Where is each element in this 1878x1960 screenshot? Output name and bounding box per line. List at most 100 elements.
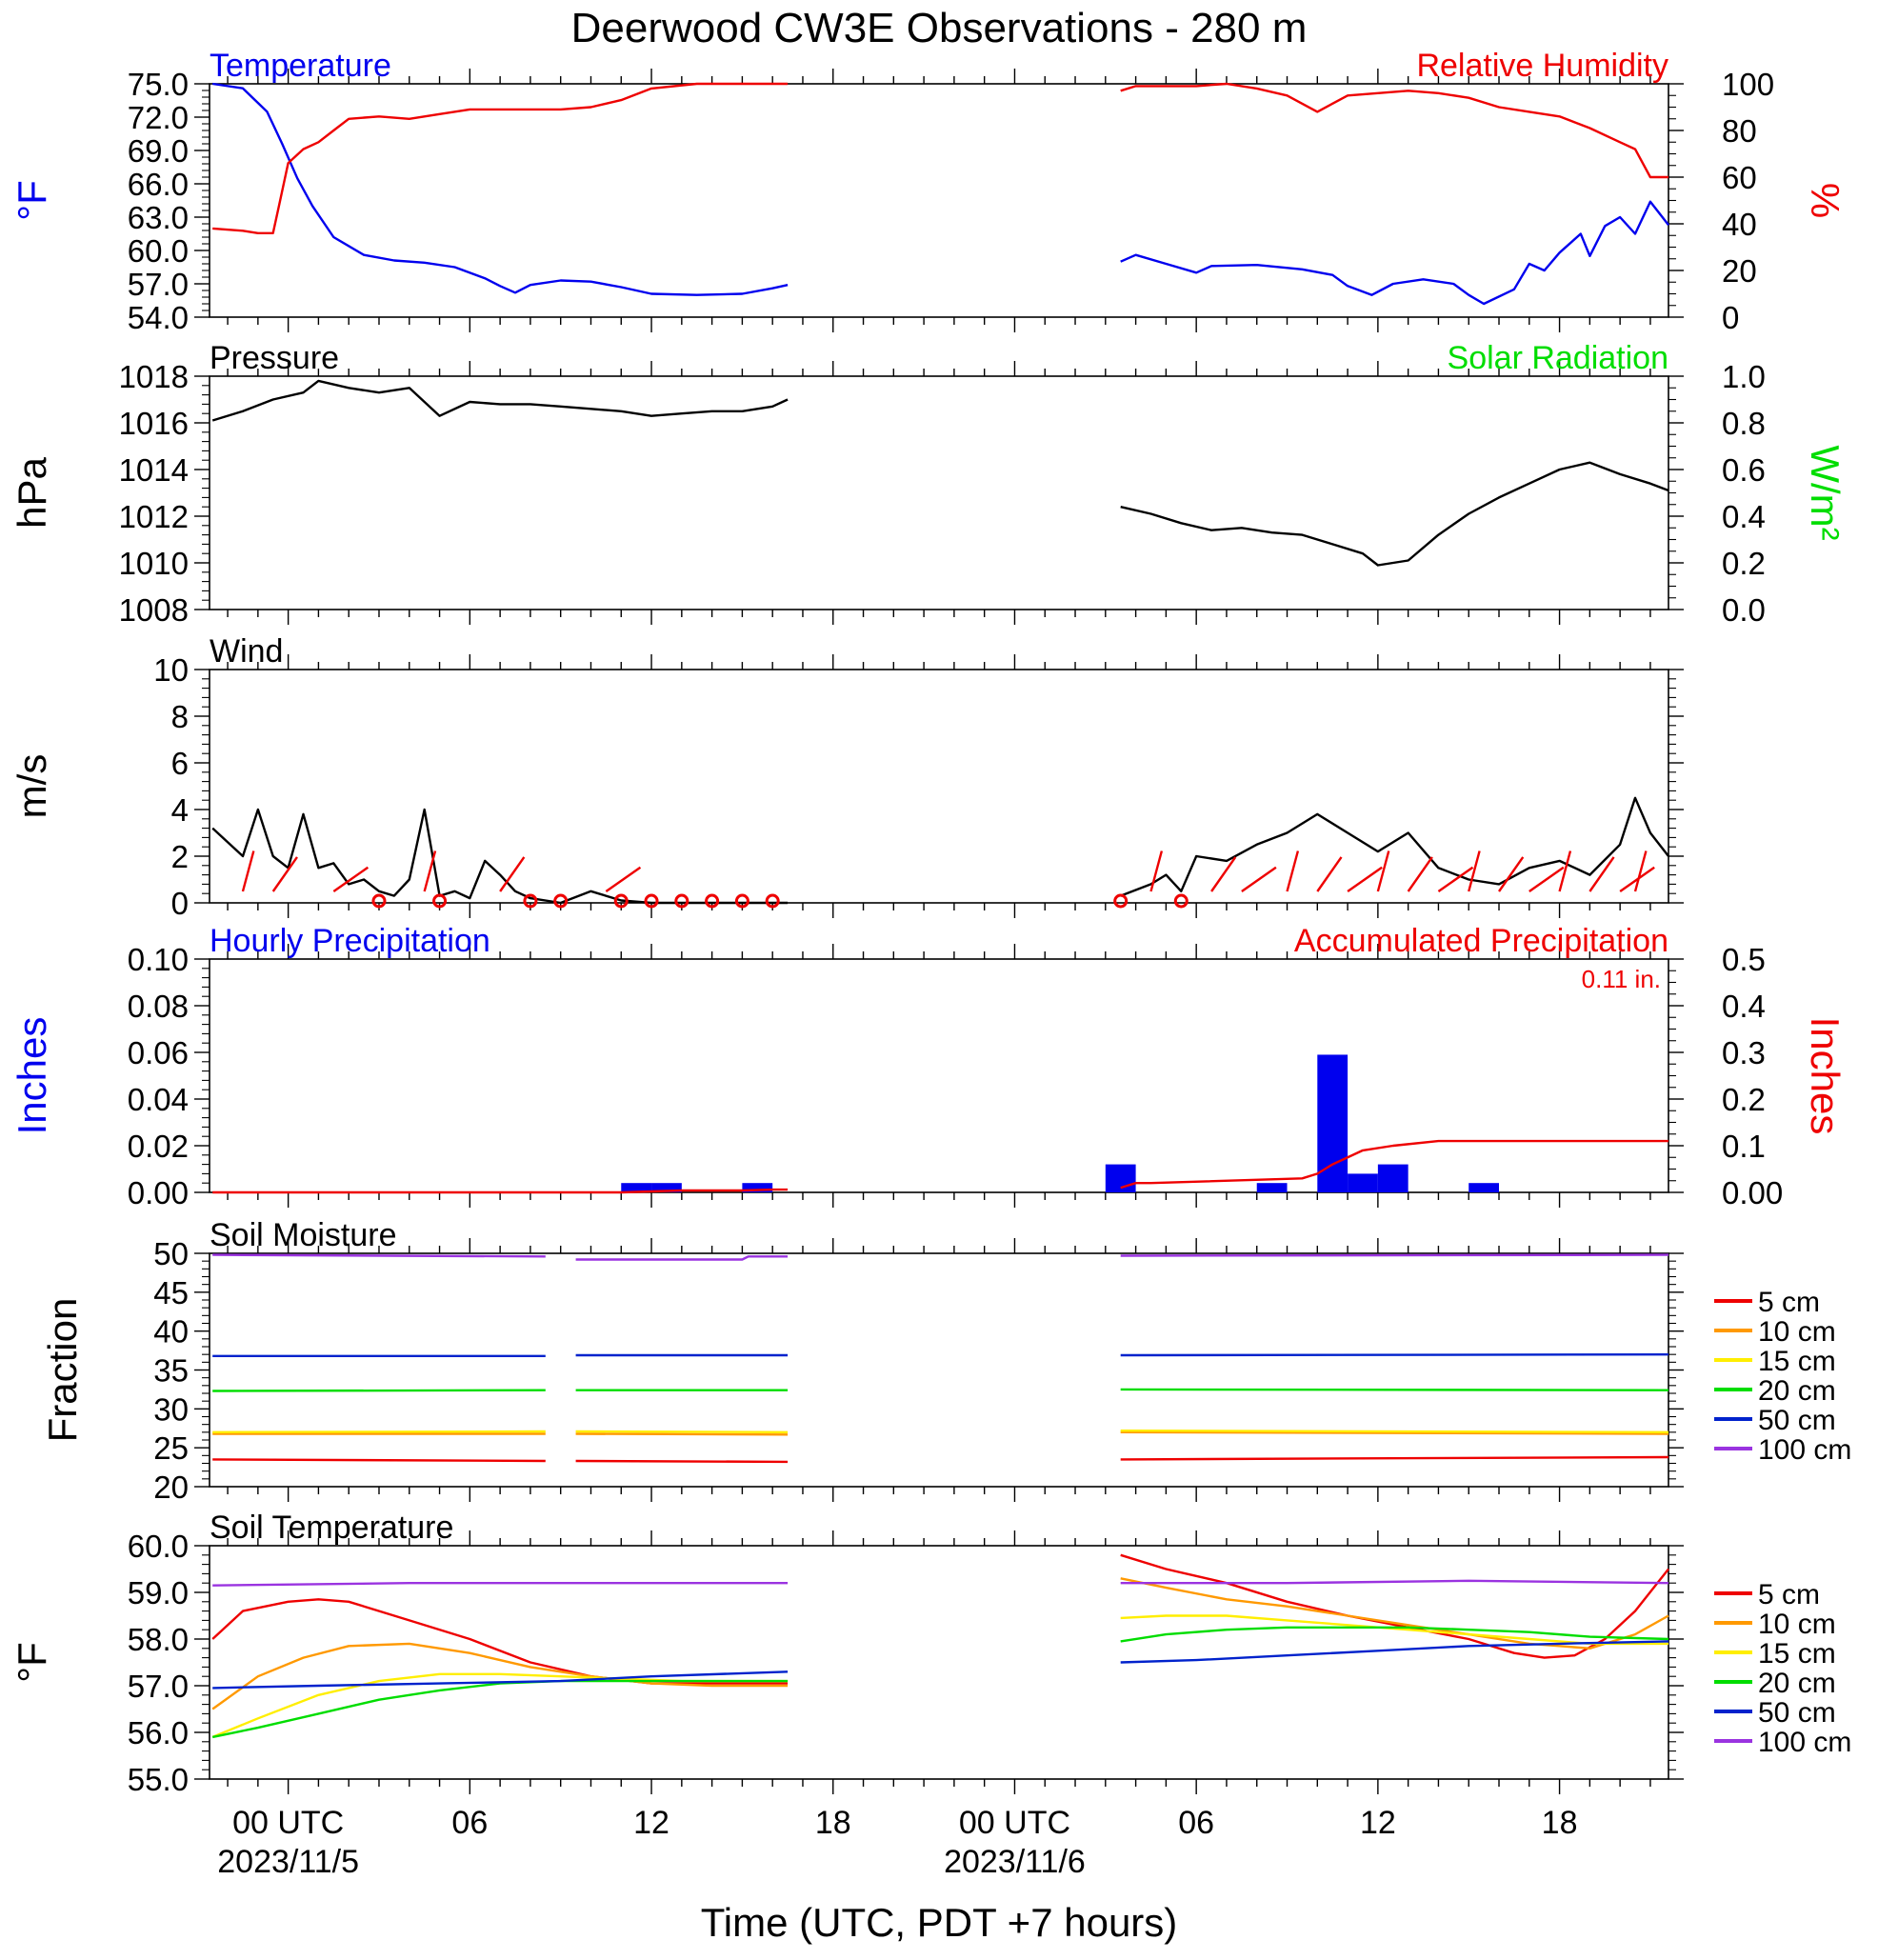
y-tick-label-left: 75.0 — [128, 67, 189, 102]
wind-barb — [1468, 850, 1481, 892]
series-line — [1120, 1352, 1669, 1357]
y-tick-label-left: 58.0 — [128, 1622, 189, 1657]
series-line — [211, 1679, 789, 1739]
wind-barb — [1528, 866, 1565, 892]
series-line — [1120, 1579, 1669, 1585]
y-tick-label-left: 1016 — [119, 406, 189, 441]
precip-bar — [1468, 1183, 1500, 1192]
panel-title-right: Relative Humidity — [1416, 48, 1668, 84]
series-line — [212, 1188, 789, 1194]
panel-title-left: Hourly Precipitation — [210, 923, 490, 959]
y-tick-label-right: 0.00 — [1722, 1175, 1783, 1210]
legend-label: 100 cm — [1758, 1727, 1851, 1758]
series-line — [212, 1581, 789, 1587]
wind-barb — [1498, 856, 1525, 892]
y-tick-label-right: 0 — [1722, 300, 1739, 335]
calm-marker — [553, 893, 569, 909]
wind-barb — [605, 866, 642, 892]
wind-barb — [1558, 850, 1572, 892]
y-axis-label-left: m/s — [10, 754, 54, 819]
legend-label: 5 cm — [1758, 1579, 1820, 1610]
calm-marker — [1173, 893, 1189, 909]
series-line — [575, 1430, 789, 1434]
series-line — [1120, 1614, 1668, 1646]
plot-frame — [209, 1545, 1669, 1780]
series-line — [212, 1670, 789, 1690]
chart-title: Deerwood CW3E Observations - 280 m — [571, 5, 1308, 51]
y-tick-label-right: 0.6 — [1722, 452, 1766, 488]
y-tick-label-left: 0.02 — [128, 1129, 189, 1164]
y-tick-label-left: 66.0 — [128, 167, 189, 202]
precip-bar — [1377, 1164, 1408, 1192]
y-tick-label-left: 25 — [153, 1430, 189, 1466]
legend-label: 5 cm — [1758, 1287, 1820, 1318]
panel-temp_rh: 75.072.069.066.063.060.057.054.0 100 80 60 4… — [10, 48, 1848, 335]
y-tick-label-left: 56.0 — [128, 1715, 189, 1750]
series-line — [212, 1389, 546, 1392]
calm-marker — [613, 893, 629, 909]
y-tick-label-left: 1012 — [119, 499, 189, 534]
y-tick-label-left: 59.0 — [128, 1575, 189, 1610]
plot-frame — [209, 958, 1669, 1193]
y-tick-label-right: 0.0 — [1722, 592, 1766, 628]
plot-frame — [209, 375, 1669, 610]
y-tick-label-left: 0.04 — [128, 1082, 189, 1117]
x-tick-label: 06 — [451, 1805, 488, 1841]
series-line — [575, 1255, 789, 1261]
legend-label: 10 cm — [1758, 1316, 1836, 1348]
series-line — [1120, 1253, 1669, 1257]
panel-title-left: Wind — [210, 633, 283, 670]
calm-marker — [1113, 893, 1129, 909]
panel-soil_temperature: 60.0 59.0 58.0 57.0 56.0 55.0 Soil Temperature… — [10, 1510, 1851, 1797]
precip-bar — [1348, 1173, 1378, 1192]
y-tick-label-left: 50 — [153, 1236, 189, 1271]
y-tick-label-right: 0.4 — [1722, 989, 1766, 1024]
calm-marker — [674, 893, 689, 909]
calm-marker — [765, 893, 780, 909]
y-axis-label-left: hPa — [10, 456, 54, 528]
wind-barb — [499, 856, 526, 892]
y-tick-label-left: 54.0 — [128, 300, 189, 335]
y-tick-label-left: 4 — [171, 792, 189, 828]
precip-bar — [742, 1183, 773, 1192]
series-line — [212, 1458, 546, 1463]
y-tick-label-right: 60 — [1722, 160, 1757, 195]
wind-barb — [1347, 866, 1383, 892]
series-line — [1120, 1429, 1669, 1434]
x-tick-label: 00 UTC — [959, 1805, 1070, 1841]
y-tick-label-left: 1010 — [119, 546, 189, 581]
series-line — [211, 1672, 789, 1739]
series-line — [1120, 796, 1669, 897]
calm-marker — [371, 893, 387, 909]
precip-bar — [651, 1183, 682, 1192]
wind-barb — [1619, 866, 1655, 892]
calm-marker — [644, 893, 659, 909]
y-tick-label-left: 30 — [153, 1391, 189, 1427]
series-line — [1120, 82, 1668, 179]
y-tick-label-left: 0.06 — [128, 1035, 189, 1070]
legend-label: 15 cm — [1758, 1346, 1836, 1377]
series-line — [575, 1432, 789, 1436]
y-tick-label-right: 20 — [1722, 253, 1757, 289]
plot-frame — [209, 1252, 1669, 1488]
panel-title-left: Pressure — [210, 340, 339, 376]
series-line — [1120, 461, 1669, 567]
y-tick-label-right: 1.0 — [1722, 359, 1766, 394]
x-date-label: 2023/11/5 — [217, 1844, 359, 1880]
wind-barb — [1633, 850, 1648, 892]
y-tick-label-left: 0.10 — [128, 942, 189, 977]
legend-label: 20 cm — [1758, 1375, 1836, 1407]
wind-barb — [1588, 856, 1615, 892]
y-tick-label-left: 72.0 — [128, 100, 189, 135]
series-line — [212, 82, 789, 296]
series-line — [212, 1430, 546, 1434]
x-axis-label: Time (UTC, PDT +7 hours) — [701, 1900, 1178, 1945]
y-tick-label-left: 2 — [171, 839, 189, 874]
series-line — [1120, 1139, 1668, 1190]
x-tick-label: 00 UTC — [232, 1805, 344, 1841]
wind-barb — [1149, 850, 1164, 892]
y-tick-label-left: 45 — [153, 1275, 189, 1310]
